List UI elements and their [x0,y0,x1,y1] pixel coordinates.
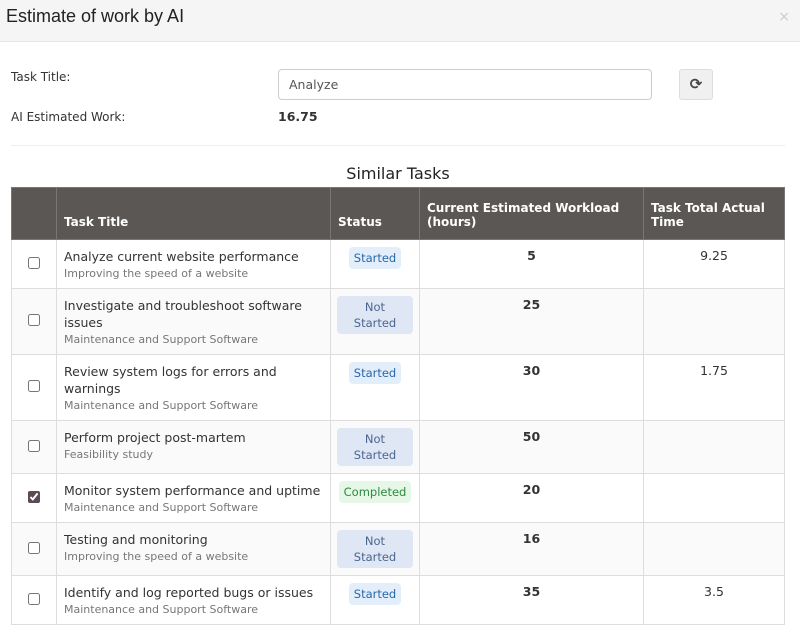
actual-time-cell [644,289,785,355]
row-checkbox[interactable] [28,542,40,554]
workload-cell: 30 [420,355,644,421]
status-badge: Not Started [337,530,413,568]
row-checkbox[interactable] [28,593,40,605]
task-cell: Monitor system performance and uptime Mai… [57,474,331,523]
select-cell [12,523,57,576]
status-badge: Not Started [337,428,413,466]
task-project: Improving the speed of a website [64,550,323,563]
task-title: Review system logs for errors and warnin… [64,363,323,397]
table-row: Perform project post-martem Feasibility s… [12,421,785,474]
workload-cell: 50 [420,421,644,474]
table-row: Monitor system performance and uptime Mai… [12,474,785,523]
table-row: Review system logs for errors and warnin… [12,355,785,421]
status-badge: Started [349,362,401,384]
table-row: Testing and monitoring Improving the spee… [12,523,785,576]
task-cell: Analyze current website performance Impro… [57,240,331,289]
actual-time-cell [644,474,785,523]
task-cell: Perform project post-martem Feasibility s… [57,421,331,474]
header-workload: Current Estimated Workload (hours) [420,188,644,240]
select-cell [12,474,57,523]
task-title: Testing and monitoring [64,531,323,548]
task-cell: Identify and log reported bugs or issues… [57,576,331,625]
ai-estimated-work-value: 16.75 [278,109,318,124]
table-row: Investigate and troubleshoot software is… [12,289,785,355]
row-checkbox[interactable] [28,380,40,392]
task-cell: Investigate and troubleshoot software is… [57,289,331,355]
actual-time-cell: 9.25 [644,240,785,289]
header-status: Status [331,188,420,240]
actual-time-cell: 1.75 [644,355,785,421]
row-checkbox[interactable] [28,440,40,452]
status-cell: Started [331,240,420,289]
workload-cell: 20 [420,474,644,523]
task-project: Maintenance and Support Software [64,399,323,412]
status-badge: Completed [339,481,412,503]
task-title-label: Task Title: [11,70,70,84]
workload-cell: 35 [420,576,644,625]
task-title: Perform project post-martem [64,429,323,446]
select-cell [12,355,57,421]
actual-time-cell: 3.5 [644,576,785,625]
dialog-header: Estimate of work by AI × [0,0,800,42]
select-cell [12,289,57,355]
task-project: Maintenance and Support Software [64,501,323,514]
similar-tasks-table: Task Title Status Current Estimated Work… [11,187,785,625]
status-cell: Not Started [331,523,420,576]
task-project: Maintenance and Support Software [64,333,323,346]
header-actual-time: Task Total Actual Time [644,188,785,240]
task-title: Identify and log reported bugs or issues [64,584,323,601]
workload-cell: 16 [420,523,644,576]
status-badge: Started [349,247,401,269]
select-cell [12,576,57,625]
task-project: Feasibility study [64,448,323,461]
status-cell: Not Started [331,421,420,474]
task-cell: Review system logs for errors and warnin… [57,355,331,421]
divider [11,145,785,146]
select-cell [12,421,57,474]
task-title-input[interactable] [278,69,652,100]
status-cell: Completed [331,474,420,523]
close-icon[interactable]: × [778,9,790,25]
header-task-title: Task Title [57,188,331,240]
row-checkbox[interactable] [28,314,40,326]
refresh-button[interactable]: ⟳ [679,69,713,100]
task-cell: Testing and monitoring Improving the spee… [57,523,331,576]
task-project: Maintenance and Support Software [64,603,323,616]
select-cell [12,240,57,289]
status-cell: Started [331,355,420,421]
table-row: Analyze current website performance Impro… [12,240,785,289]
task-title: Investigate and troubleshoot software is… [64,297,323,331]
task-title: Monitor system performance and uptime [64,482,323,499]
status-cell: Not Started [331,289,420,355]
actual-time-cell [644,421,785,474]
status-cell: Started [331,576,420,625]
actual-time-cell [644,523,785,576]
row-checkbox[interactable] [28,257,40,269]
status-badge: Not Started [337,296,413,334]
section-title: Similar Tasks [0,164,796,183]
row-checkbox[interactable] [28,491,40,503]
task-project: Improving the speed of a website [64,267,323,280]
ai-estimated-work-label: AI Estimated Work: [11,110,125,124]
workload-cell: 25 [420,289,644,355]
dialog-title: Estimate of work by AI [6,6,184,27]
status-badge: Started [349,583,401,605]
refresh-icon: ⟳ [690,75,703,93]
table-row: Identify and log reported bugs or issues… [12,576,785,625]
workload-cell: 5 [420,240,644,289]
task-title: Analyze current website performance [64,248,323,265]
header-select [12,188,57,240]
